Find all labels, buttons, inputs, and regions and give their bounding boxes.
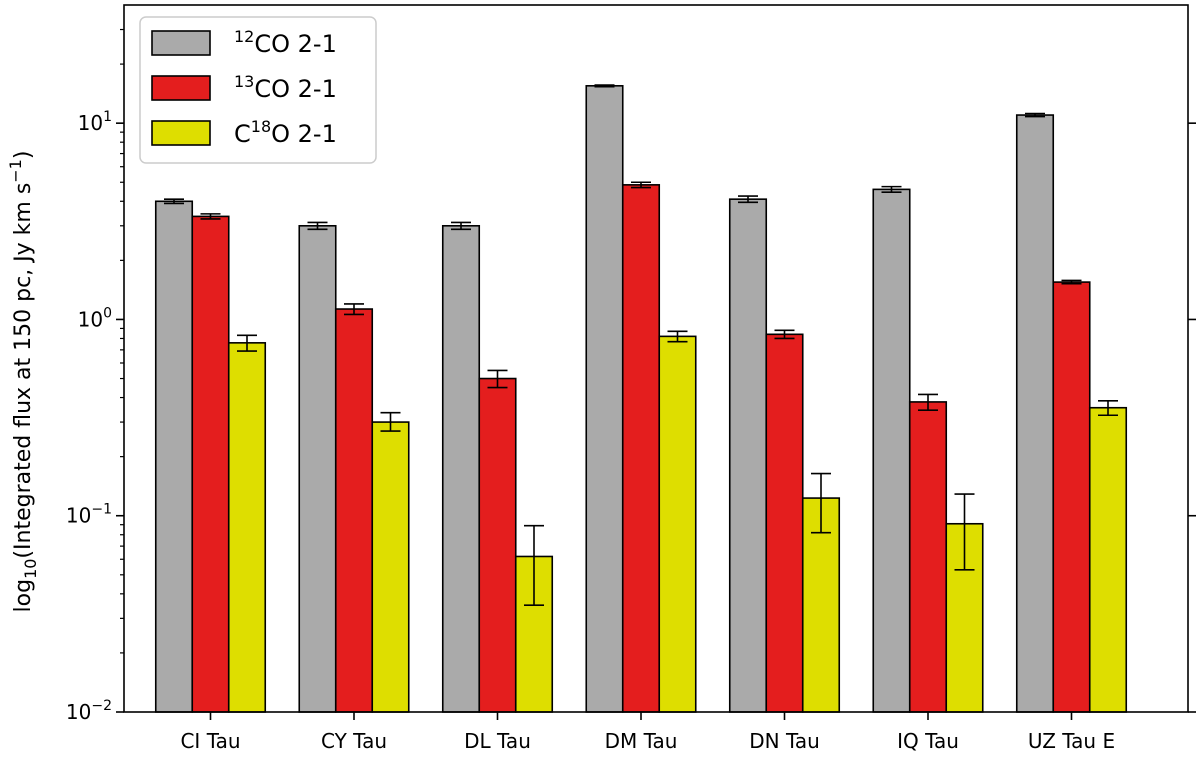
error-bar [954,493,975,571]
error-bar [918,393,938,411]
legend-label: C18O 2-1 [234,117,337,148]
bar [621,184,661,713]
y-tick-label: 10−2 [66,698,112,724]
y-axis-label: log10(Integrated flux at 150 pc, Jy km s… [6,151,40,613]
error-bar [631,181,651,189]
error-bar [380,411,401,432]
error-bar [1025,112,1045,118]
bar [1088,406,1128,713]
bar [191,215,230,713]
y-tick-label: 10−1 [66,502,112,528]
bar [658,335,697,713]
legend-label: 12CO 2-1 [234,27,337,58]
bar [334,308,374,713]
x-tick-label: CY Tau [321,729,387,753]
bar [585,85,624,713]
bar [441,224,481,713]
error-bar [164,198,184,205]
bar [1015,114,1055,713]
x-tick-label: UZ Tau E [1028,729,1115,753]
error-bar [594,84,615,88]
legend-swatch [151,120,211,146]
legend-item: 13CO 2-1 [151,72,337,103]
y-tick-label: 101 [78,109,112,135]
bar [227,342,267,713]
error-bars-layer [164,84,1118,607]
x-tick-label: DN Tau [749,729,820,753]
bar [478,377,517,713]
bars-layer [154,85,1128,713]
error-bar [451,221,471,231]
error-bar [487,369,508,389]
error-bar [524,524,544,607]
x-tick-label: DM Tau [605,729,678,753]
error-bar [1098,400,1118,417]
bar [872,188,911,713]
bar [298,224,337,713]
y-tick-label: 100 [78,305,112,331]
x-axis-ticks: CI Tau CY Tau DL Tau DM Tau DN Tau IQ Tau UZ T… [180,712,1115,753]
bar [371,421,410,713]
bar [154,200,194,713]
plot-frame [123,4,1189,713]
bar [765,333,804,713]
error-bar [881,185,902,193]
error-bar [237,334,257,352]
legend-swatch [151,75,211,101]
y-axis-ticks: 10−2 10−1 100 101 [66,28,1196,724]
bar [908,401,948,713]
error-bar [344,303,364,316]
error-bar [738,195,758,204]
x-tick-label: IQ Tau [897,729,959,753]
error-bar [307,221,328,231]
legend-label: 13CO 2-1 [234,72,337,103]
x-tick-label: CI Tau [180,729,240,753]
legend-item: 12CO 2-1 [151,27,337,58]
error-bar [667,330,688,343]
bar [801,497,841,713]
error-bar [1061,279,1082,285]
error-bar [811,472,831,534]
legend-item: C18O 2-1 [151,117,337,148]
bar [1052,281,1091,713]
legend-swatch [151,30,211,56]
legend: 12CO 2-1 13CO 2-1 C18O 2-1 [139,16,377,164]
error-bar [200,213,221,220]
error-bar [774,329,795,340]
x-tick-label: DL Tau [464,729,531,753]
bar [728,198,768,713]
